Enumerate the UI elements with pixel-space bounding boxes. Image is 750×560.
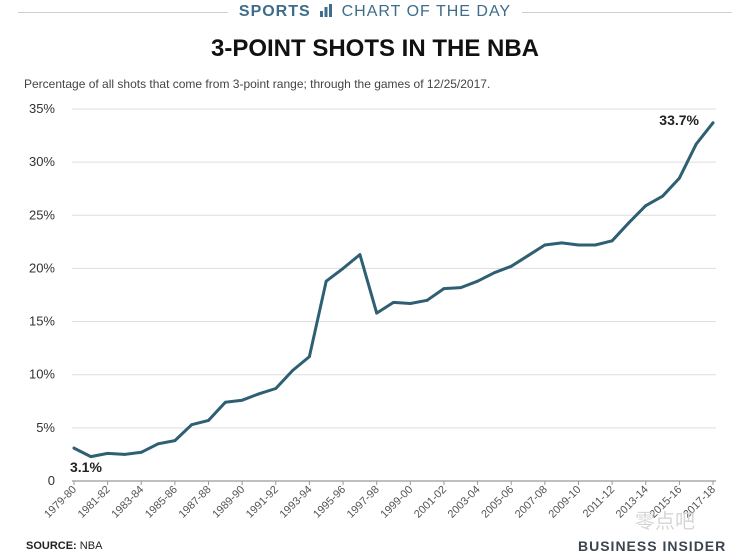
data-point	[190, 423, 194, 427]
data-point	[123, 453, 126, 456]
chart-of-the-day-label: CHART OF THE DAY	[341, 3, 512, 20]
y-tick-label: 20%	[29, 260, 55, 275]
y-tick-label: 15%	[29, 314, 55, 329]
data-point	[509, 264, 513, 268]
x-tick-label: 2011-12	[581, 484, 617, 520]
x-tick-label: 1999-00	[378, 484, 415, 521]
y-tick-label: 30%	[29, 154, 55, 169]
data-point	[341, 267, 345, 270]
source-value: NBA	[79, 540, 103, 552]
chart-title: 3-POINT SHOTS IN THE NBA	[210, 35, 540, 62]
data-point	[577, 243, 580, 247]
data-label: 33.7%	[659, 112, 699, 128]
data-point	[274, 387, 278, 390]
x-tick-label: 1981-82	[76, 484, 113, 521]
data-point	[459, 286, 463, 289]
data-point	[139, 450, 143, 454]
data-point	[308, 355, 311, 359]
data-point	[240, 398, 244, 402]
x-tick-label: 1997-98	[345, 484, 382, 521]
x-tick-label: 2005-06	[479, 484, 516, 521]
y-tick-label: 10%	[29, 367, 55, 382]
x-tick-label: 2003-04	[446, 484, 483, 521]
x-tick-label: 1989-90	[210, 484, 247, 521]
data-label: 3.1%	[70, 459, 102, 475]
data-point	[627, 221, 631, 225]
x-tick-label: 1987-88	[177, 484, 214, 521]
data-point	[526, 254, 530, 258]
data-point	[156, 442, 160, 446]
data-point	[677, 176, 681, 180]
data-point	[324, 279, 328, 283]
x-tick-label: 2009-10	[547, 484, 584, 521]
data-point	[492, 271, 496, 275]
data-point	[543, 243, 547, 247]
data-point	[72, 446, 76, 450]
data-point	[106, 451, 110, 455]
y-tick-label: 5%	[36, 420, 55, 435]
data-point	[442, 287, 446, 291]
sports-label: SPORTS	[238, 3, 311, 20]
data-point	[711, 121, 715, 125]
x-tick-label: 1991-92	[244, 484, 281, 521]
data-point	[392, 301, 395, 304]
chart-subtitle: Percentage of all shots that come from 3…	[24, 77, 491, 91]
bar-chart-icon	[320, 4, 333, 17]
data-point	[476, 279, 479, 283]
data-point	[375, 311, 379, 315]
data-point	[291, 369, 295, 372]
site-watermark: 零点吧	[635, 509, 695, 533]
data-point	[610, 239, 614, 243]
data-point	[560, 241, 564, 245]
data-point	[593, 243, 597, 247]
data-point	[223, 400, 227, 404]
header-divider-left	[18, 12, 228, 13]
y-tick-label: 0	[48, 473, 55, 488]
chart-of-the-day-header: SPORTS CHART OF THE DAY	[0, 3, 750, 21]
source-note: SOURCE: NBA	[26, 540, 102, 552]
data-point	[207, 419, 210, 422]
source-label: SOURCE:	[26, 540, 77, 552]
x-tick-label: 1985-86	[143, 484, 180, 521]
x-tick-label: 2007-08	[513, 484, 550, 521]
data-point	[257, 392, 261, 396]
y-tick-label: 25%	[29, 207, 55, 222]
x-tick-label: 1993-94	[278, 484, 315, 521]
data-point	[694, 142, 698, 146]
header-divider-right	[522, 12, 732, 13]
business-insider-logo: BUSINESS INSIDER	[578, 538, 727, 554]
data-point	[661, 194, 664, 198]
x-tick-label: 1983-84	[109, 484, 146, 521]
x-tick-label: 2001-02	[412, 484, 449, 521]
series-line	[72, 121, 715, 459]
data-point	[644, 204, 648, 208]
data-point	[425, 298, 429, 302]
data-point	[173, 439, 177, 443]
y-tick-label: 35%	[29, 101, 55, 116]
x-tick-label: 1979-80	[42, 484, 79, 521]
x-tick-label: 1995-96	[311, 484, 348, 521]
data-point	[89, 455, 93, 458]
data-point	[358, 253, 362, 257]
data-point	[408, 302, 412, 305]
